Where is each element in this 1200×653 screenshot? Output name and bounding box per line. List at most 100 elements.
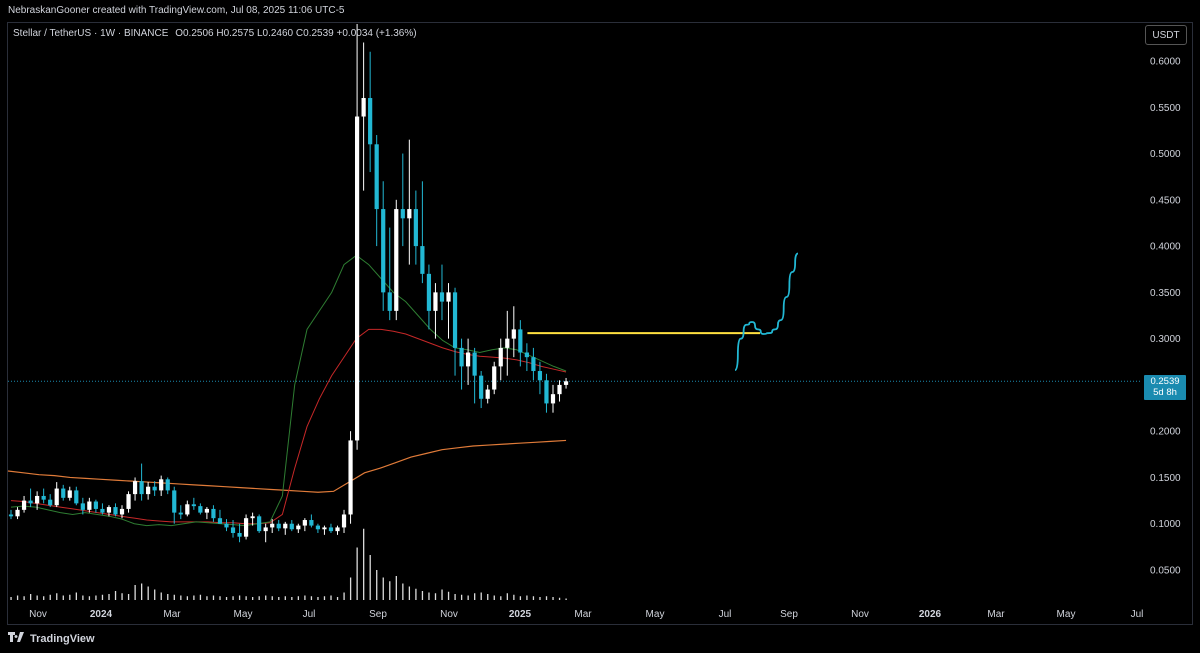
volume-bar xyxy=(271,596,273,600)
volume-bar xyxy=(212,595,215,600)
volume-bar xyxy=(82,595,84,600)
volume-bar xyxy=(173,594,175,600)
candle-body xyxy=(80,503,85,510)
candle-body xyxy=(237,532,242,537)
x-tick-label: Mar xyxy=(987,609,1005,620)
volume-bar xyxy=(167,594,169,600)
volume-bar xyxy=(402,583,404,600)
brand-name: TradingView xyxy=(30,632,95,645)
candle-body xyxy=(106,507,112,513)
volume-bar xyxy=(193,595,195,600)
low-value: 0.2460 xyxy=(262,28,294,39)
candle-body xyxy=(93,501,98,509)
currency-unit-button[interactable]: USDT xyxy=(1145,25,1187,45)
candle-body xyxy=(309,520,314,526)
volume-bar xyxy=(304,595,306,600)
candle-body xyxy=(250,516,255,519)
volume-bar xyxy=(49,594,51,600)
volume-bar xyxy=(558,597,561,600)
ema-short-line xyxy=(10,254,567,527)
candle-body xyxy=(531,357,536,372)
candle-body xyxy=(466,352,471,367)
y-tick-label: 0.3000 xyxy=(1150,334,1181,345)
volume-bar xyxy=(336,597,339,600)
x-tick-label: Sep xyxy=(369,609,387,620)
volume-bar xyxy=(545,596,548,600)
candle-body xyxy=(165,479,170,491)
tradingview-logo[interactable]: TradingView xyxy=(8,632,95,645)
close-label: C xyxy=(295,28,304,39)
volume-bar xyxy=(434,593,437,600)
bar-countdown: 5d 8h xyxy=(1153,387,1177,398)
candle-body xyxy=(159,479,164,491)
candle-body xyxy=(433,292,438,311)
candle-body xyxy=(505,338,510,348)
chart-pane[interactable] xyxy=(7,22,1193,625)
volume-bar xyxy=(134,585,136,600)
volume-bar xyxy=(343,592,345,600)
candle-body xyxy=(146,486,151,495)
candle-body xyxy=(270,523,275,528)
candle-body xyxy=(276,523,281,529)
volume-bar xyxy=(323,596,326,600)
candle-body xyxy=(492,366,497,390)
x-tick-label: Sep xyxy=(780,609,798,620)
x-tick-label: May xyxy=(1057,609,1076,620)
candle-body xyxy=(41,495,46,500)
volume-bar xyxy=(180,595,182,600)
x-tick-label: May xyxy=(646,609,665,620)
candle-body xyxy=(35,495,40,504)
volume-bar xyxy=(88,596,91,600)
candle-body xyxy=(459,347,464,367)
candle-body xyxy=(328,527,334,532)
projection-path xyxy=(734,252,799,372)
volume-bar xyxy=(69,594,71,600)
candle-body xyxy=(289,523,294,530)
x-tick-label: Mar xyxy=(163,609,181,620)
volume-bar xyxy=(43,596,45,600)
y-tick-label: 0.4000 xyxy=(1150,242,1181,253)
volume-bar xyxy=(199,594,202,600)
volume-bar xyxy=(330,595,332,600)
volume-bar xyxy=(513,594,515,600)
candle-body xyxy=(15,509,20,517)
volume-bar xyxy=(395,576,397,600)
volume-bar xyxy=(23,596,25,600)
x-tick-label: Nov xyxy=(29,609,47,620)
top-credit-bar: NebraskanGooner created with TradingView… xyxy=(0,0,1200,22)
candle-body xyxy=(400,209,405,219)
volume-bar xyxy=(62,595,64,600)
y-tick-label: 0.5500 xyxy=(1150,103,1181,114)
x-tick-label: 2026 xyxy=(919,609,942,620)
volume-bar xyxy=(75,592,77,600)
y-tick-label: 0.2000 xyxy=(1150,427,1181,438)
candle-body xyxy=(426,273,432,311)
volume-bar xyxy=(95,595,97,600)
volume-bar xyxy=(467,595,469,600)
y-tick-label: 0.4500 xyxy=(1150,195,1181,206)
candle-body xyxy=(439,292,445,302)
x-tick-label: Jul xyxy=(303,609,316,620)
candle-body xyxy=(132,481,138,495)
candle-body xyxy=(152,486,157,491)
volume-bar xyxy=(284,596,286,600)
credit-text: NebraskanGooner created with TradingView… xyxy=(8,5,345,16)
candle-body xyxy=(296,525,301,530)
volume-bar xyxy=(493,595,495,600)
volume-bar xyxy=(258,596,260,600)
volume-bar xyxy=(141,583,143,600)
symbol-name: Stellar / TetherUS · 1W · BINANCE xyxy=(13,28,169,39)
volume-bar xyxy=(363,528,365,600)
tradingview-logo-icon xyxy=(8,632,26,645)
candle-body xyxy=(198,506,203,513)
candle-body xyxy=(113,507,118,515)
volume-bar xyxy=(16,595,19,600)
last-price-tag: 0.2539 5d 8h xyxy=(1144,375,1186,400)
candle-body xyxy=(185,504,190,515)
candle-body xyxy=(100,508,105,513)
volume-bar xyxy=(56,593,58,600)
low-label: L xyxy=(256,28,263,39)
candle-body xyxy=(354,116,360,441)
volume-bar xyxy=(10,597,12,600)
